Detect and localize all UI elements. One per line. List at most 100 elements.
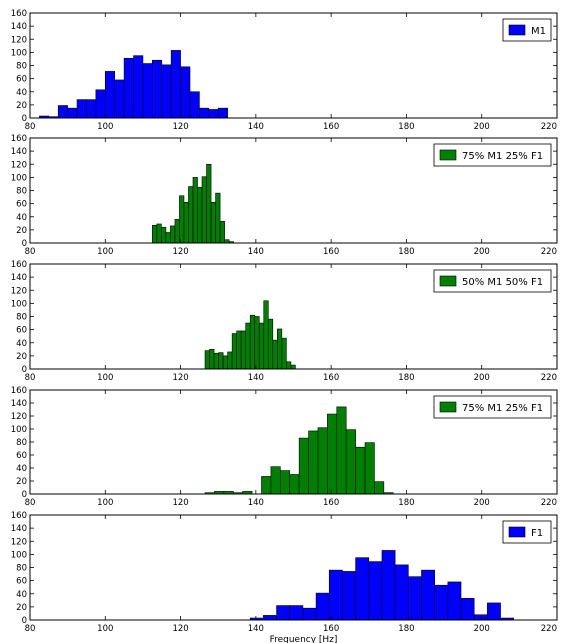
histogram-bars <box>152 163 234 244</box>
x-tick-label: 80 <box>25 624 36 634</box>
histogram-bar <box>76 99 87 119</box>
histogram-bar <box>170 50 181 119</box>
panel-5: 0 20 40 60 80 100 120 140 160 80 100 120 140 160 180 20… <box>11 511 558 643</box>
histogram-bar <box>249 314 256 370</box>
axes-frame <box>29 514 558 621</box>
y-tick-label: 40 <box>16 590 27 600</box>
histogram-bar <box>179 195 185 244</box>
y-tick-label: 80 <box>16 564 27 574</box>
y-tick-label: 40 <box>16 213 27 223</box>
y-tick-label: 100 <box>11 425 27 435</box>
legend-box <box>433 395 552 419</box>
histogram-bar <box>123 57 134 119</box>
histogram-bar <box>342 571 356 621</box>
y-tick-label: 0 <box>22 365 27 375</box>
y-tick-label: 0 <box>22 114 27 124</box>
histogram-bar <box>434 584 449 621</box>
y-tick-label: 160 <box>11 260 27 270</box>
histogram-bar <box>308 430 319 495</box>
y-tick-label: 20 <box>16 226 27 236</box>
x-tick-label: 100 <box>97 498 113 508</box>
legend-box <box>502 18 552 42</box>
x-tick-label: 220 <box>541 373 557 383</box>
histogram-bar <box>86 99 97 119</box>
y-tick-label: 100 <box>11 48 27 58</box>
y-tick-label: 120 <box>11 537 27 547</box>
histogram-bar <box>364 442 375 495</box>
y-tick-label: 60 <box>16 200 27 210</box>
x-tick-label: 160 <box>323 373 339 383</box>
x-tick-label: 80 <box>25 373 36 383</box>
histogram-bar <box>57 105 68 119</box>
histogram-bar <box>192 177 198 244</box>
y-tick-label: 120 <box>11 286 27 296</box>
x-tick-label: 180 <box>398 498 414 508</box>
histogram-bar <box>447 581 462 621</box>
histogram-bar <box>199 107 210 119</box>
legend-swatch <box>439 401 457 413</box>
x-tick-label: 180 <box>398 247 414 257</box>
panel-2: 0 20 40 60 80 100 120 140 160 80 100 120 140 160 180 20… <box>11 134 558 257</box>
legend-swatch <box>508 24 526 36</box>
histogram-bar <box>189 91 200 119</box>
histogram-bar <box>240 330 246 370</box>
x-tick-label: 80 <box>25 247 36 257</box>
legend-label: M1 <box>531 26 546 37</box>
legend-label: 50% M1 50% F1 <box>462 277 543 288</box>
x-tick-label: 200 <box>474 247 490 257</box>
legend-label: F1 <box>531 528 543 539</box>
histogram-bar <box>206 163 212 244</box>
histogram-bar <box>215 192 221 244</box>
histogram-bar <box>272 339 278 370</box>
x-tick-label: 200 <box>474 373 490 383</box>
x-tick-label: 180 <box>398 624 414 634</box>
legend-box <box>502 520 552 544</box>
histogram-bar <box>381 550 396 621</box>
y-tick-label: 140 <box>11 22 27 32</box>
histogram-bar <box>152 59 163 119</box>
y-tick-label: 160 <box>11 386 27 396</box>
legend-swatch <box>439 149 457 161</box>
x-tick-label: 100 <box>97 122 113 132</box>
histogram-bar <box>219 221 225 244</box>
y-tick-label: 140 <box>11 147 27 157</box>
x-tick-label: 180 <box>398 122 414 132</box>
histogram-bar <box>104 71 115 119</box>
histogram-bar <box>270 466 281 495</box>
x-tick-label: 140 <box>248 122 264 132</box>
x-tick-label: 100 <box>97 373 113 383</box>
histogram-bar <box>213 352 219 370</box>
histogram-bar <box>209 349 215 370</box>
histogram-bar <box>95 89 106 119</box>
histogram-bar <box>197 186 203 244</box>
y-tick-label: 160 <box>11 134 27 144</box>
y-tick-label: 120 <box>11 160 27 170</box>
histogram-bar <box>217 107 228 119</box>
histogram-bars <box>204 406 394 495</box>
histogram-bar <box>281 337 287 370</box>
panel-1: 0 20 40 60 80 100 120 140 160 80 100 120 140 160 180 20… <box>11 9 558 132</box>
histogram-bar <box>114 79 125 119</box>
y-tick-label: 100 <box>11 550 27 560</box>
histogram-bar <box>374 481 385 495</box>
panel-3: 0 20 40 60 80 100 120 140 160 80 100 120 140 160 180 20… <box>11 260 558 383</box>
histogram-bar <box>258 322 265 370</box>
histogram-bar <box>254 316 260 370</box>
histogram-bar <box>245 322 251 370</box>
x-tick-label: 200 <box>474 122 490 132</box>
y-tick-label: 140 <box>11 399 27 409</box>
histogram-bar <box>355 557 370 621</box>
histogram-bar <box>298 437 309 495</box>
histogram-bars <box>39 50 228 119</box>
y-tick-label: 140 <box>11 273 27 283</box>
histogram-bar <box>290 364 296 370</box>
x-tick-label: 80 <box>25 498 36 508</box>
histogram-bar <box>152 224 158 244</box>
legend-box <box>433 269 552 293</box>
x-tick-label: 120 <box>172 373 188 383</box>
x-tick-label: 120 <box>172 247 188 257</box>
x-tick-label: 220 <box>541 624 557 634</box>
histogram-bar <box>394 564 409 621</box>
y-tick-label: 60 <box>16 451 27 461</box>
